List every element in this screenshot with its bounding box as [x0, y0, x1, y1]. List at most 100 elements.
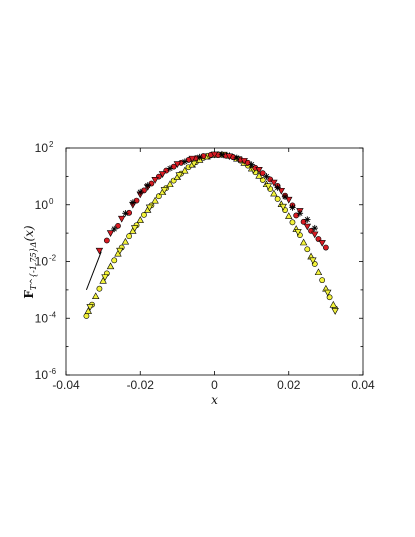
data-point-triangle-down [101, 274, 109, 282]
data-point-circle [103, 237, 110, 244]
data-point-circle [170, 163, 177, 170]
reference-line [85, 251, 102, 291]
data-point-triangle-up [285, 212, 293, 219]
y-tick-exponent: -6 [49, 367, 57, 376]
y-tick-exponent: 0 [49, 197, 54, 206]
data-point-circle [111, 257, 118, 264]
data-point-circle [274, 196, 281, 202]
x-tick-label: 0 [211, 378, 218, 392]
data-point-triangle-down [188, 155, 196, 163]
data-point-triangle-up [84, 307, 92, 314]
y-axis-label: FT^{-1.75}Δ(x) [22, 225, 38, 298]
x-tick-label: -0.02 [127, 378, 155, 392]
data-point-triangle-up [151, 196, 159, 204]
data-point-triangle-down [190, 160, 198, 168]
data-point-triangle-down [279, 203, 287, 211]
data-point-triangle-down [270, 179, 278, 187]
data-point-triangle-down [173, 161, 182, 168]
data-point-triangle-down [311, 231, 319, 239]
data-point-star [281, 193, 289, 201]
data-point-star [129, 199, 137, 206]
data-point-triangle-down [130, 225, 139, 232]
data-point-triangle-down [294, 229, 302, 236]
data-point-triangle-down [255, 166, 263, 174]
plot-frame [65, 147, 364, 376]
data-point-triangle-down [116, 247, 124, 255]
data-point-circle [319, 277, 326, 284]
data-point-star [248, 161, 255, 168]
data-point-star [311, 224, 318, 232]
data-point-triangle-down [106, 230, 115, 237]
data-point-triangle-up [91, 292, 100, 300]
axis-ticks [65, 147, 364, 376]
y-tick-exponent: 2 [49, 140, 54, 149]
y-tick-label: 10 [35, 198, 49, 212]
data-point-triangle-down [145, 204, 154, 212]
data-point-triangle-up [136, 216, 144, 223]
x-axis-label: x [211, 393, 218, 407]
data-point-star [233, 154, 240, 162]
data-point-circle [141, 211, 147, 218]
data-point-triangle-down [210, 151, 219, 159]
y-tick-label: 10 [35, 255, 49, 269]
data-point-circle [322, 244, 329, 251]
data-point-triangle-down [318, 240, 326, 247]
data-point-triangle-up [106, 262, 115, 270]
y-tick-label: 10 [35, 311, 49, 325]
svg-text:FT^{-1.75}Δ(x): FT^{-1.75}Δ(x) [22, 225, 38, 298]
data-point-triangle-up [166, 180, 174, 188]
y-axis-label-main: F [22, 290, 36, 299]
data-point-triangle-down [175, 172, 183, 180]
data-point-star [196, 153, 203, 161]
data-point-circle [245, 159, 251, 166]
data-point-triangle-up [329, 300, 338, 308]
data-point-triangle-down [309, 257, 317, 265]
data-markers [83, 150, 339, 319]
data-point-star [166, 165, 174, 172]
y-axis-label-subscript: T^{-1.75}Δ [29, 242, 38, 291]
data-point-star [181, 158, 188, 165]
x-tick-label: 0.04 [351, 378, 375, 392]
data-point-triangle-down [225, 153, 234, 161]
y-tick-label: 10 [35, 368, 49, 382]
data-point-star [218, 151, 226, 158]
x-tick-label: -0.04 [52, 378, 80, 392]
data-point-triangle-down [240, 158, 248, 165]
data-point-triangle-up [270, 189, 278, 197]
data-point-circle [293, 212, 300, 219]
data-point-triangle-down [160, 187, 169, 194]
y-tick-exponent: -2 [49, 254, 57, 263]
data-point-star [122, 210, 129, 217]
data-point-triangle-down [95, 247, 104, 255]
data-point-circle [300, 218, 307, 225]
data-point-circle [200, 153, 207, 159]
data-point-star [274, 184, 281, 191]
data-point-triangle-down [151, 177, 159, 184]
data-point-triangle-down [303, 223, 312, 231]
data-point-star [144, 182, 151, 189]
data-point-triangle-down [324, 289, 332, 297]
data-point-circle [96, 285, 103, 292]
data-point-circle [126, 233, 133, 240]
data-point-star [263, 173, 270, 180]
data-point-triangle-up [255, 171, 263, 179]
data-point-star [137, 188, 144, 196]
data-point-triangle-up [314, 268, 323, 276]
x-tick-labels: -0.04 -0.02 0 0.02 0.04 [52, 378, 375, 392]
y-axis-label-arg: (x) [22, 225, 36, 241]
data-point-triangle-up [181, 166, 189, 174]
data-point-circle [83, 313, 90, 319]
y-tick-label: 10 [35, 141, 49, 155]
data-point-triangle-down [158, 171, 167, 178]
data-point-triangle-down [117, 215, 126, 223]
data-point-star [111, 225, 118, 233]
data-point-triangle-up [299, 238, 308, 246]
data-point-circle [304, 246, 311, 253]
y-tick-exponent: -4 [49, 310, 57, 319]
data-point-triangle-down [86, 304, 94, 311]
data-point-star [296, 210, 304, 217]
x-tick-label: 0.02 [277, 378, 301, 392]
